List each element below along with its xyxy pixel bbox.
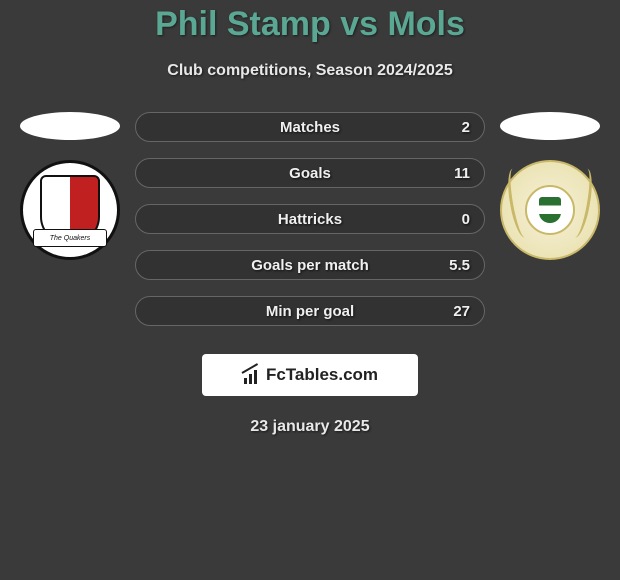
left-player-placeholder [20,112,120,140]
main-row: The Quakers Matches 2 Goals 11 Hattricks 0 Goa… [0,112,620,326]
page-title: Phil Stamp vs Mols [0,5,620,44]
stat-bar: Goals per match 5.5 [135,250,485,280]
brand-box[interactable]: FcTables.com [202,354,418,396]
left-team-ribbon: The Quakers [33,229,107,247]
stat-value: 2 [462,119,470,136]
stat-value: 11 [454,165,470,182]
stat-bar: Min per goal 27 [135,296,485,326]
stat-value: 27 [453,303,470,320]
left-side: The Quakers [15,112,125,260]
right-player-placeholder [500,112,600,140]
stat-value: 0 [462,211,470,228]
brand-text: FcTables.com [266,365,378,385]
stats-list: Matches 2 Goals 11 Hattricks 0 Goals per match… [135,112,485,326]
stat-label: Goals per match [251,257,369,274]
stat-value: 5.5 [449,257,470,274]
stat-label: Min per goal [266,303,354,320]
left-team-badge: The Quakers [20,160,120,260]
stat-bar: Matches 2 [135,112,485,142]
shield-icon [539,197,561,223]
stat-bar: Goals 11 [135,158,485,188]
stat-label: Goals [289,165,331,182]
stat-bar: Hattricks 0 [135,204,485,234]
chart-icon [242,366,260,384]
stat-label: Matches [280,119,340,136]
date-label: 23 january 2025 [0,418,620,436]
comparison-widget: Phil Stamp vs Mols Club competitions, Se… [0,0,620,436]
right-side [495,112,605,260]
right-team-badge [500,160,600,260]
stat-label: Hattricks [278,211,342,228]
subtitle: Club competitions, Season 2024/2025 [0,62,620,80]
